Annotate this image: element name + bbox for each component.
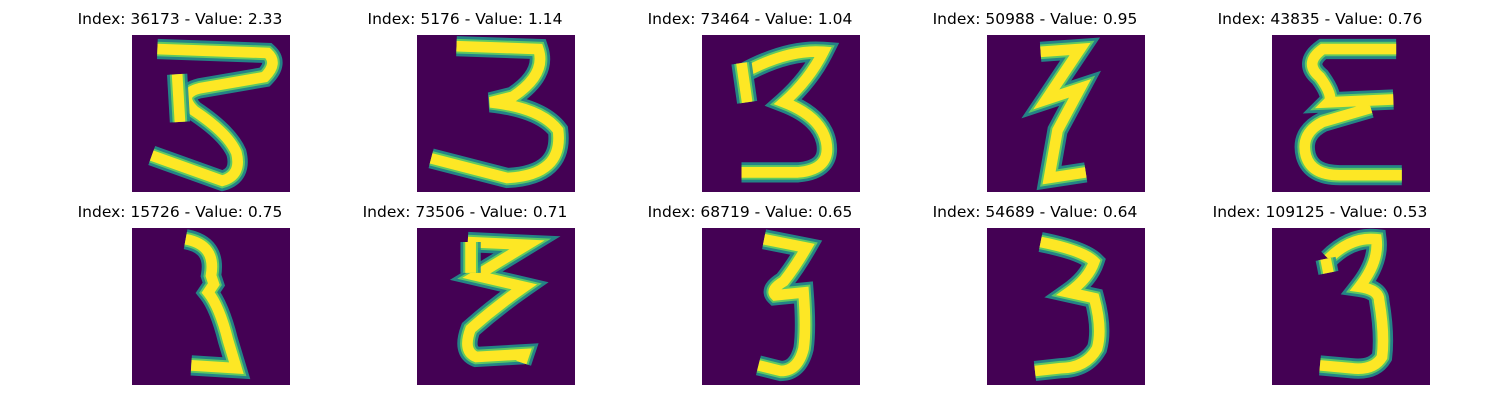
panel-title: Index: 73464 - Value: 1.04 <box>647 10 853 28</box>
image-background <box>702 228 860 385</box>
panel: Index: 5176 - Value: 1.14 <box>315 0 615 192</box>
digit-stroke <box>429 40 564 184</box>
digit-stroke <box>184 233 244 374</box>
panel: Index: 54689 - Value: 0.64 <box>885 193 1185 385</box>
digit-3-z-shape-image <box>417 228 575 385</box>
digit-3-bold-image <box>1272 228 1430 385</box>
digit-stroke <box>757 233 815 377</box>
digit-3-e-shape-image <box>1272 35 1430 192</box>
digit-stroke <box>171 73 186 123</box>
digit-stroke <box>1320 257 1334 274</box>
panel: Index: 68719 - Value: 0.65 <box>600 193 900 385</box>
panel: Index: 36173 - Value: 2.33 <box>30 0 330 192</box>
panel-title: Index: 73506 - Value: 0.71 <box>362 203 568 221</box>
panel-title: Index: 15726 - Value: 0.75 <box>77 203 283 221</box>
panel: Index: 73464 - Value: 1.04 <box>600 0 900 192</box>
digit-3-upright-image <box>702 35 860 192</box>
digit-stroke <box>462 236 545 365</box>
panel-title: Index: 68719 - Value: 0.65 <box>647 203 853 221</box>
panel-title: Index: 36173 - Value: 2.33 <box>77 10 283 28</box>
panel-title: Index: 50988 - Value: 0.95 <box>932 10 1138 28</box>
digit-stroke <box>1299 43 1402 181</box>
panel: Index: 109125 - Value: 0.53 <box>1170 193 1470 385</box>
digit-stroke <box>1033 42 1092 185</box>
digit-3-open-loop-image <box>417 35 575 192</box>
digit-stroke <box>149 43 278 187</box>
digit-stroke <box>736 62 753 104</box>
panel: Index: 43835 - Value: 0.76 <box>1170 0 1470 192</box>
digit-3-wide-image <box>132 35 290 192</box>
panel: Index: 73506 - Value: 0.71 <box>315 193 615 385</box>
digit-stroke <box>1319 233 1389 374</box>
panel-title: Index: 43835 - Value: 0.76 <box>1217 10 1423 28</box>
digit-3-narrow-curl-image <box>987 228 1145 385</box>
panel-title: Index: 5176 - Value: 1.14 <box>367 10 563 28</box>
digit-stroke <box>1034 236 1105 377</box>
panel-title: Index: 54689 - Value: 0.64 <box>932 203 1138 221</box>
panel: Index: 15726 - Value: 0.75 <box>30 193 330 385</box>
digit-3-thin-slanted-image <box>132 228 290 385</box>
digit-stroke <box>738 46 833 178</box>
digit-3-zigzag-image <box>987 35 1145 192</box>
panel: Index: 50988 - Value: 0.95 <box>885 0 1185 192</box>
digit-3-narrow-image <box>702 228 860 385</box>
panel-title: Index: 109125 - Value: 0.53 <box>1212 203 1428 221</box>
